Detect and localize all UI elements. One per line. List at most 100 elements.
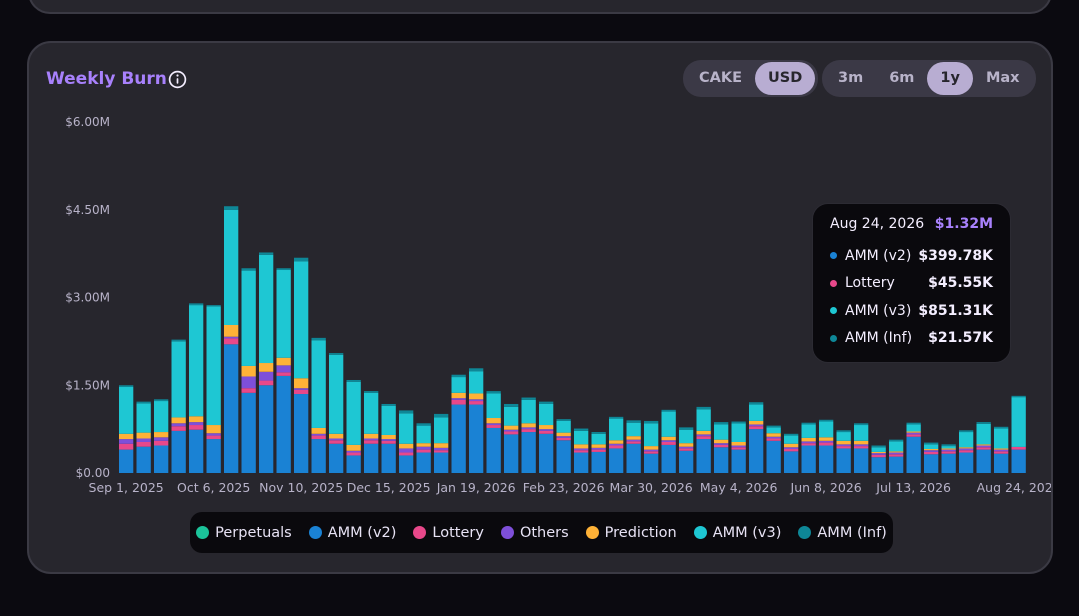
- bar-segment: [364, 391, 379, 393]
- tooltip-row-value: $851.31K: [918, 302, 993, 319]
- bar-segment: [451, 398, 466, 400]
- tooltip-dot: [830, 334, 837, 342]
- bar-segment: [924, 449, 939, 451]
- bar-segment: [1011, 446, 1026, 450]
- previous-card: [28, 0, 1052, 14]
- bar-segment: [294, 257, 309, 262]
- legend-item-perpetuals[interactable]: Perpetuals: [196, 525, 292, 541]
- bar-segment: [504, 434, 519, 473]
- bar-segment: [661, 444, 676, 473]
- bar-segment: [924, 442, 939, 445]
- bar-segment: [749, 404, 764, 421]
- bar-segment: [381, 405, 396, 435]
- x-tick-label: Jan 19, 2026: [436, 480, 516, 495]
- bar-segment: [731, 447, 746, 450]
- y-tick-label: $4.50M: [65, 203, 110, 217]
- bar-segment: [119, 387, 134, 434]
- bar-segment: [521, 427, 536, 430]
- legend-item-amm-v3[interactable]: AMM (v3): [693, 524, 782, 541]
- info-icon[interactable]: [168, 70, 187, 89]
- legend-item-lottery[interactable]: Lottery: [413, 525, 484, 541]
- bar-segment: [311, 439, 326, 473]
- tooltip-row: AMM (v2) $399.78K: [830, 242, 993, 270]
- bar-segment: [539, 430, 554, 434]
- weekly-burn-chart[interactable]: $0.00 $1.50M $3.00M $4.50M $6.00M Sep 1, 2025…: [29, 43, 1051, 503]
- bar-segment: [871, 453, 886, 455]
- bar-segment: [889, 456, 904, 473]
- range-max-button[interactable]: Max: [985, 70, 1020, 86]
- bar-segment: [504, 431, 519, 435]
- tooltip-total: $1.32M: [934, 216, 993, 232]
- usd-toggle-button[interactable]: USD: [755, 62, 816, 95]
- bar-segment: [189, 303, 204, 306]
- tooltip-row-value: $21.57K: [928, 330, 993, 347]
- bar-segment: [486, 418, 501, 424]
- legend-item-others[interactable]: Others: [500, 525, 569, 541]
- tooltip-dot: [830, 252, 837, 260]
- bar-segment: [889, 454, 904, 457]
- bar-segment: [241, 270, 256, 366]
- bar-segment: [469, 393, 484, 400]
- bar-segment: [504, 406, 519, 426]
- range-6m-button[interactable]: 6m: [889, 70, 915, 86]
- bar-segment: [906, 432, 921, 435]
- bar-segment: [504, 429, 519, 432]
- legend-dot: [693, 526, 707, 539]
- bar-segment: [696, 434, 711, 437]
- bar-segment: [924, 444, 939, 450]
- legend-item-prediction[interactable]: Prediction: [585, 525, 677, 541]
- bar-segment: [959, 432, 974, 448]
- bar-segment: [784, 449, 799, 452]
- bar-segment: [766, 440, 781, 473]
- bar-segment: [521, 397, 536, 400]
- bar-segment: [539, 433, 554, 473]
- bar-segment: [679, 450, 694, 473]
- x-tick-label: Oct 6, 2025: [177, 480, 250, 495]
- bar-segment: [819, 419, 834, 422]
- bar-segment: [451, 392, 466, 399]
- bar-segment: [1011, 395, 1026, 398]
- bar-segment: [941, 453, 956, 473]
- bar-segment: [241, 376, 256, 389]
- bar-segment: [906, 434, 921, 437]
- legend-label: AMM (v3): [712, 524, 782, 541]
- bar-segment: [434, 452, 449, 473]
- bar-segment: [399, 452, 414, 456]
- bar-segment: [994, 449, 1009, 452]
- bar-segment: [171, 426, 186, 431]
- x-tick-label: Sep 1, 2025: [89, 480, 164, 495]
- bar-segment: [714, 439, 729, 444]
- bar-segment: [749, 402, 764, 405]
- bar-segment: [906, 436, 921, 473]
- bar-segment: [941, 449, 956, 452]
- bar-segment: [241, 392, 256, 473]
- bar-segment: [854, 448, 869, 473]
- legend-item-amm-inf[interactable]: AMM (Inf): [798, 525, 887, 541]
- bar-segment: [504, 425, 519, 430]
- bar-segment: [364, 433, 379, 439]
- bar-segment: [434, 417, 449, 444]
- bar-segment: [556, 432, 571, 437]
- bar-segment: [311, 433, 326, 436]
- bar-segment: [661, 441, 676, 445]
- bar-segment: [976, 422, 991, 424]
- legend-dot: [798, 526, 812, 539]
- bar-segment: [644, 449, 659, 452]
- tooltip-dot: [830, 279, 837, 287]
- tooltip-row-label: AMM (v2): [845, 247, 912, 264]
- range-1y-button[interactable]: 1y: [927, 62, 973, 95]
- legend-item-amm-v2[interactable]: AMM (v2): [308, 525, 396, 541]
- bar-segment: [801, 424, 816, 438]
- tooltip-row-value: $399.78K: [918, 247, 993, 264]
- cake-toggle-button[interactable]: CAKE: [699, 70, 743, 86]
- bar-segment: [119, 433, 134, 440]
- bar-segment: [941, 451, 956, 454]
- bar-segment: [644, 451, 659, 454]
- legend-dot: [196, 526, 210, 539]
- range-3m-button[interactable]: 3m: [838, 70, 864, 86]
- bar-segment: [136, 401, 151, 404]
- bar-segment: [959, 450, 974, 453]
- bar-segment: [154, 432, 169, 438]
- bar-segment: [679, 443, 694, 447]
- bar-segment: [206, 306, 221, 426]
